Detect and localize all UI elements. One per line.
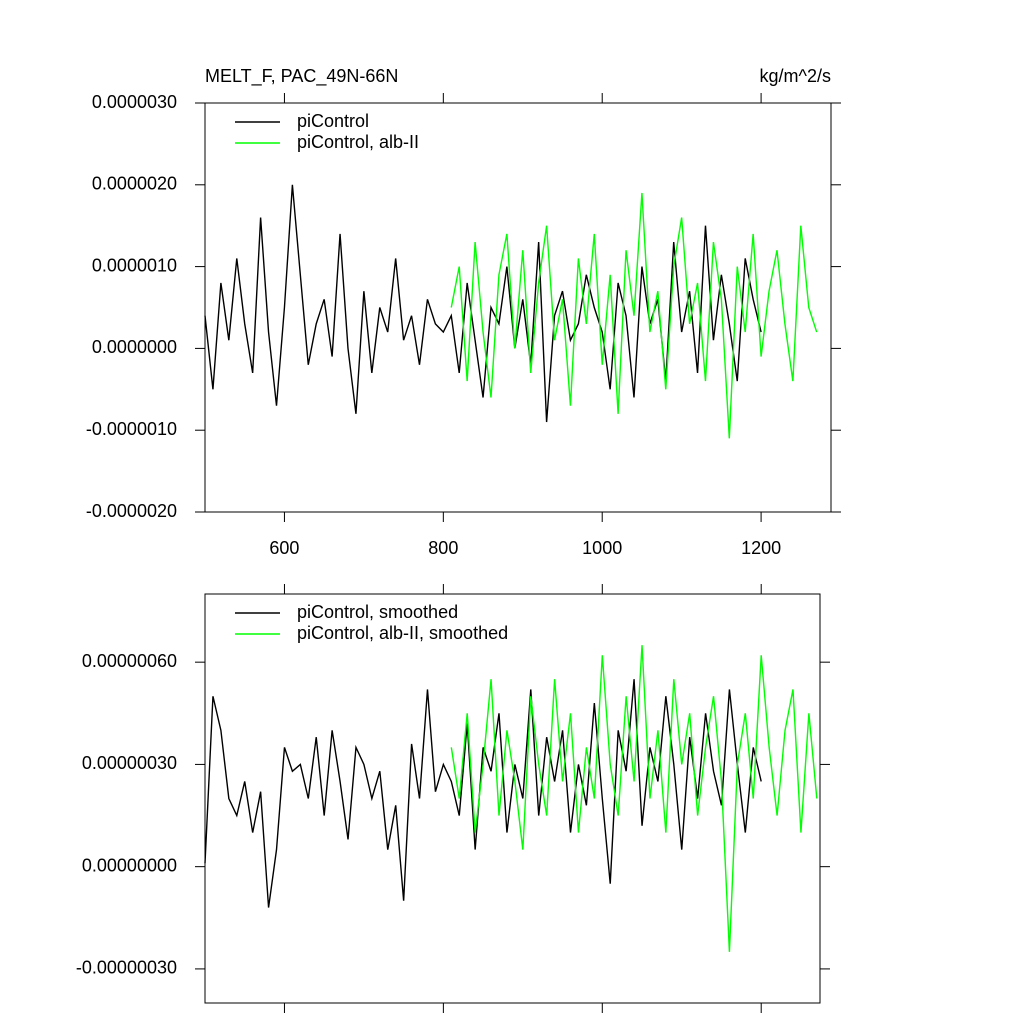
x-tick-label: 1200 bbox=[741, 538, 781, 558]
x-tick-label: 1000 bbox=[582, 538, 622, 558]
y-tick-label: 0.00000060 bbox=[82, 651, 177, 671]
legend-label: piControl bbox=[297, 111, 369, 131]
x-tick-label: 800 bbox=[428, 538, 458, 558]
y-tick-label: -0.0000020 bbox=[86, 501, 177, 521]
series-line bbox=[450, 192, 818, 439]
units-label: kg/m^2/s bbox=[760, 66, 831, 86]
series-line bbox=[204, 184, 762, 423]
y-tick-label: -0.0000010 bbox=[86, 419, 177, 439]
y-tick-label: 0.0000020 bbox=[92, 174, 177, 194]
y-tick-label: 0.0000030 bbox=[92, 92, 177, 112]
y-tick-label: -0.00000030 bbox=[76, 958, 177, 978]
series-line bbox=[450, 645, 818, 952]
y-tick-label: 0.00000030 bbox=[82, 753, 177, 773]
legend-label: piControl, alb-II bbox=[297, 132, 419, 152]
legend-label: piControl, alb-II, smoothed bbox=[297, 623, 508, 643]
legend-label: piControl, smoothed bbox=[297, 602, 458, 622]
chart-title: MELT_F, PAC_49N-66N bbox=[205, 66, 398, 87]
x-tick-label: 600 bbox=[269, 538, 299, 558]
series-line bbox=[204, 679, 762, 908]
y-tick-label: 0.0000010 bbox=[92, 255, 177, 275]
y-tick-label: 0.0000000 bbox=[92, 337, 177, 357]
y-tick-label: 0.00000000 bbox=[82, 855, 177, 875]
plot-frame bbox=[204, 102, 832, 513]
plot-frame bbox=[204, 593, 821, 1004]
